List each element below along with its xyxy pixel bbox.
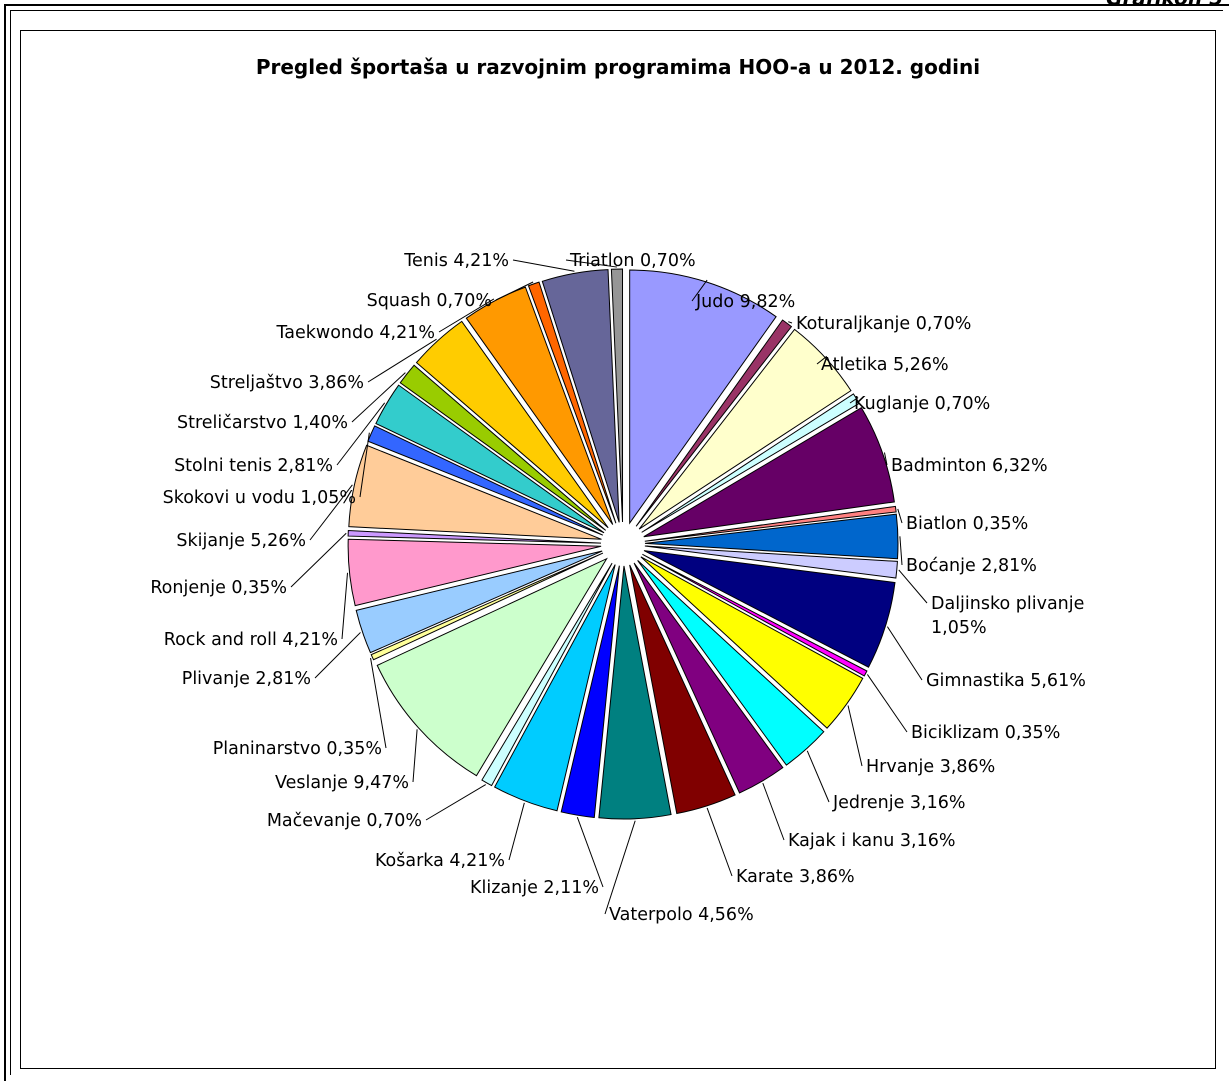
- leader-line: [816, 355, 828, 365]
- leader-line: [866, 674, 908, 733]
- leader-line: [314, 632, 361, 679]
- leader-line: [351, 372, 406, 423]
- pie-slice-koturaljkanje: [635, 319, 793, 527]
- leader-line: [438, 298, 495, 333]
- leader-line: [370, 657, 387, 749]
- data-label: Jedrenje 3,16%: [832, 793, 966, 813]
- leader-line: [899, 536, 903, 566]
- pie-slice-bo-anje: [644, 513, 899, 560]
- data-label: Klizanje 2,11%: [470, 878, 599, 898]
- pie-slice-jedrenje: [637, 560, 825, 766]
- pie-slice-biatlon: [644, 505, 897, 542]
- data-label: Rock and roll 4,21%: [164, 630, 338, 650]
- leader-line: [897, 508, 903, 524]
- pie-slice-ko-arka: [493, 564, 616, 812]
- leader-line: [341, 572, 349, 640]
- data-label: Tenis 4,21%: [403, 251, 509, 271]
- pie-slice-ronjenje: [347, 529, 602, 544]
- data-label: Vaterpolo 4,56%: [609, 905, 754, 925]
- pie-slice-ma-evanje: [481, 562, 613, 787]
- pie-slice-stolni-tenis: [375, 384, 605, 534]
- leader-line: [576, 817, 604, 888]
- data-label: Badminton 6,32%: [891, 456, 1048, 476]
- pie-slice-hrvanje: [640, 556, 864, 729]
- data-label: Koturaljkanje 0,70%: [796, 314, 971, 334]
- leader-line: [412, 729, 418, 783]
- data-label: Karate 3,86%: [736, 867, 855, 887]
- data-label: Planinarstvo 0,35%: [213, 739, 382, 759]
- leader-line: [565, 259, 617, 268]
- data-label: Skokovi u vodu 1,05%: [163, 488, 356, 508]
- data-label: Daljinsko plivanje 1,05%: [931, 594, 1084, 638]
- pie-slice-kajak-i-kanu: [633, 562, 784, 794]
- outer-frame: [4, 4, 1229, 1081]
- leader-line: [898, 569, 928, 604]
- leader-line: [359, 432, 370, 498]
- data-label: Taekwondo 4,21%: [276, 323, 436, 343]
- data-label: Kajak i kanu 3,16%: [788, 831, 956, 851]
- data-label: Ronjenje 0,35%: [150, 578, 287, 598]
- leader-line: [290, 532, 347, 588]
- leader-line: [508, 802, 525, 861]
- data-label: Skijanje 5,26%: [176, 531, 306, 551]
- leader-line: [788, 321, 793, 324]
- pie-slice-daljinsko-plivanje: [644, 545, 898, 579]
- data-label: Streljaštvo 3,86%: [210, 373, 364, 393]
- pie-slice-squash: [527, 281, 617, 524]
- data-label: Judo 9,82%: [695, 292, 795, 312]
- leader-line: [336, 402, 386, 466]
- data-label: Veslanje 9,47%: [275, 773, 409, 793]
- leader-line: [495, 281, 534, 301]
- data-label: Plivanje 2,81%: [182, 669, 311, 689]
- leader-line: [512, 259, 575, 272]
- chart-area: Pregled športaša u razvojnim programima …: [20, 30, 1216, 1069]
- pie-slice-plivanje: [355, 550, 603, 654]
- pie-chart: Judo 9,82%Koturaljkanje 0,70% Atletika 5,…: [150, 251, 1086, 925]
- leader-line: [309, 484, 353, 541]
- leader-line: [886, 626, 923, 681]
- data-label: Squash 0,70%: [367, 291, 492, 311]
- data-label: Atletika 5,26%: [821, 355, 949, 375]
- leader-line: [425, 784, 486, 821]
- leader-line: [604, 820, 636, 915]
- pie-slice-karate: [629, 564, 736, 815]
- pie-slice-judo: [629, 269, 777, 525]
- leader-line: [849, 397, 859, 404]
- pie-slice-klizanje: [560, 565, 620, 819]
- data-label: Boćanje 2,81%: [906, 556, 1037, 576]
- inner-frame: [10, 10, 1223, 1075]
- data-label: Gimnastika 5,61%: [926, 671, 1086, 691]
- leader-line: [806, 750, 830, 803]
- pie-slice-vaterpolo: [598, 565, 672, 820]
- pie-slice-rock-and-roll: [347, 538, 602, 607]
- pie-slice-triatlon: [610, 268, 624, 523]
- leader-line: [762, 782, 785, 841]
- pie-slice-skijanje: [348, 444, 602, 540]
- pie-slice-gimnastika: [643, 550, 896, 668]
- data-label: Triatlon 0,70%: [569, 251, 696, 271]
- leader-line: [706, 807, 733, 877]
- data-label: Mačevanje 0,70%: [267, 811, 422, 831]
- leader-line: [883, 452, 888, 466]
- data-label: Biciklizam 0,35%: [911, 723, 1060, 743]
- pie-slice-veslanje: [376, 557, 608, 777]
- data-label: Biatlon 0,35%: [906, 514, 1028, 534]
- data-label: Kuglanje 0,70%: [854, 394, 990, 414]
- leader-line: [691, 279, 708, 302]
- pie-slice-tenis: [541, 269, 620, 523]
- leader-line: [367, 338, 437, 383]
- pie-slice-streli-arstvo: [399, 364, 607, 531]
- data-label: Hrvanje 3,86%: [866, 757, 995, 777]
- pie-slice-biciklizam: [642, 553, 868, 677]
- pie-slice-taekwondo: [465, 286, 614, 525]
- data-label: Stolni tenis 2,81%: [174, 456, 333, 476]
- data-label: Streličarstvo 1,40%: [177, 413, 348, 433]
- leader-line: [847, 705, 863, 767]
- pie-slice-badminton: [643, 407, 895, 538]
- chart-title: Pregled športaša u razvojnim programima …: [255, 55, 981, 79]
- pie-slice-strelja-tvo: [415, 320, 609, 529]
- pie-slice-planinarstvo: [370, 552, 604, 661]
- data-label: Košarka 4,21%: [375, 851, 505, 871]
